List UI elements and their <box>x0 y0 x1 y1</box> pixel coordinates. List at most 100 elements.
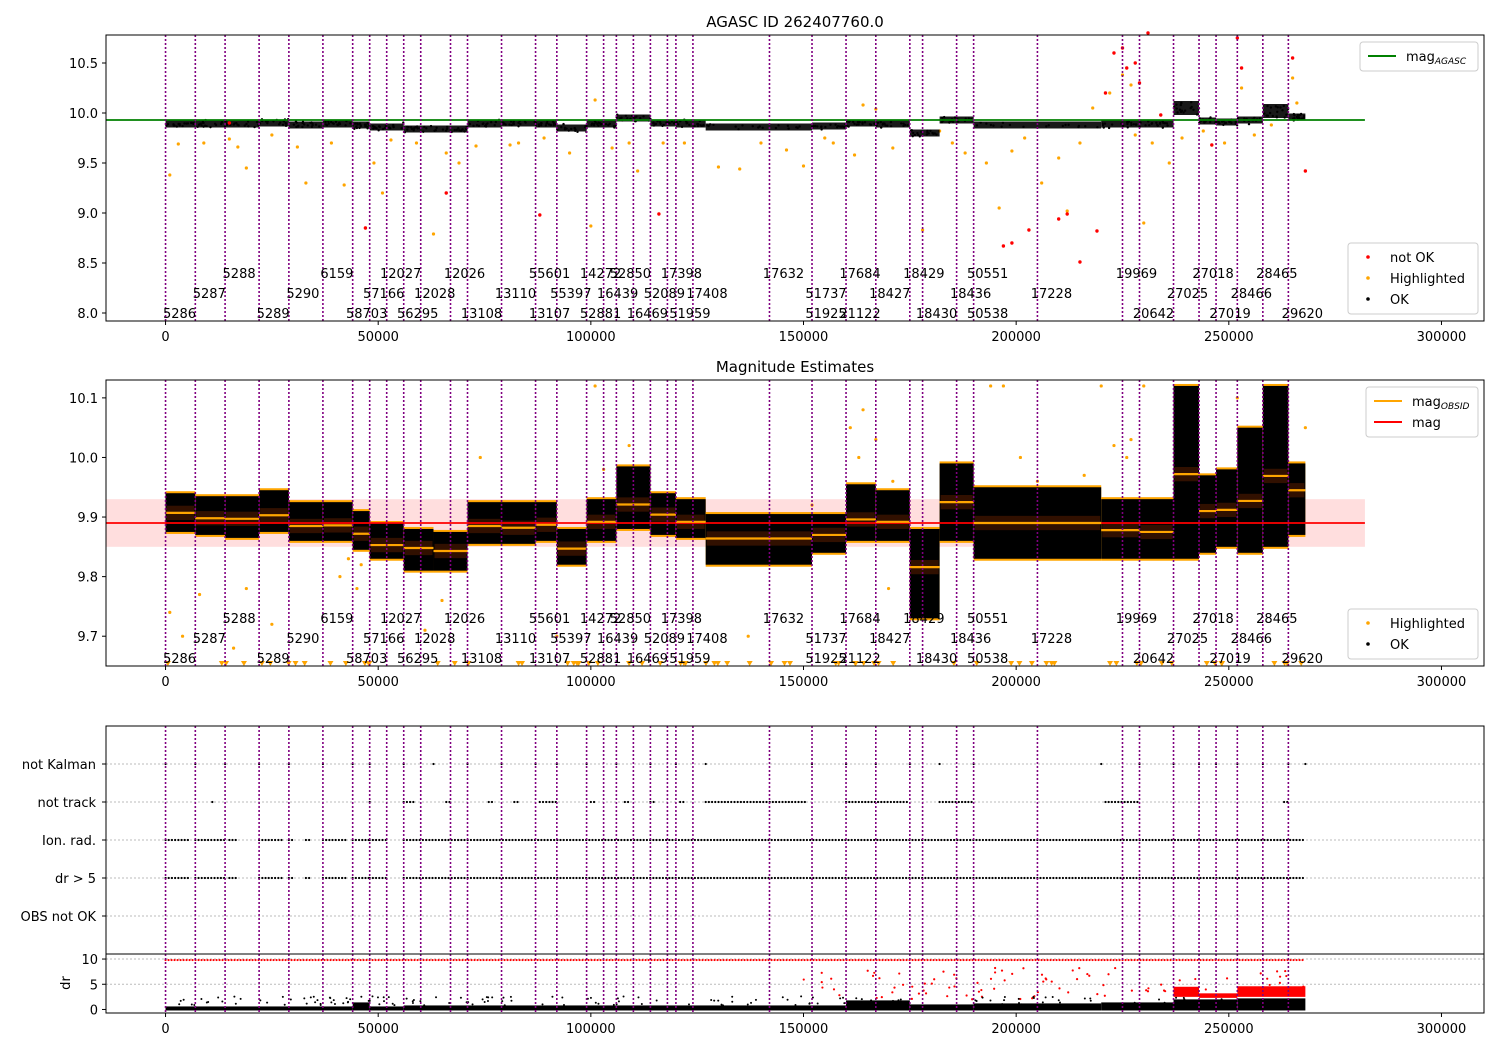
flag-point <box>1100 838 1103 842</box>
out-of-range-marker <box>258 661 265 666</box>
flag-point <box>337 876 341 880</box>
flag-point <box>1279 838 1282 842</box>
flag-point <box>543 876 546 880</box>
dr-red-point <box>1166 958 1169 962</box>
flag-point <box>815 876 818 880</box>
flag-point <box>870 800 873 804</box>
dr-red-point <box>524 958 527 962</box>
obsid-label: 58703 <box>346 652 387 667</box>
flag-point <box>761 838 764 842</box>
dr-ok-point <box>368 999 371 1002</box>
flag-point <box>453 838 457 842</box>
legend-label: Highlighted <box>1390 617 1465 632</box>
ok-point <box>556 128 559 131</box>
flag-point <box>457 838 460 842</box>
dr-red-point <box>976 981 979 984</box>
flag-point <box>331 838 334 842</box>
flag-point <box>867 800 870 804</box>
dr-red-point <box>983 958 986 962</box>
flag-point <box>1177 838 1180 842</box>
dr-red-point <box>977 990 981 993</box>
dr-red-point <box>269 958 272 962</box>
dr-red-point <box>779 958 782 962</box>
ok-point <box>951 120 955 124</box>
flag-point <box>1161 838 1164 842</box>
flag-point <box>207 838 210 842</box>
ok-point <box>706 124 709 127</box>
out-of-range-marker <box>1137 661 1144 666</box>
agasc-frame <box>105 34 1485 322</box>
flag-point <box>693 838 697 842</box>
highlight-point <box>231 646 236 650</box>
flag-point <box>601 876 604 880</box>
dr-red-point <box>458 958 461 962</box>
ok-point <box>510 123 513 127</box>
flag-point <box>873 876 876 880</box>
ok-point <box>349 122 352 125</box>
dr-ok-point <box>860 998 863 1001</box>
dr-ok-point <box>1243 1002 1246 1005</box>
flag-point <box>626 838 629 842</box>
flag-point <box>1090 876 1093 880</box>
flag-point <box>655 838 658 842</box>
flag-point <box>219 838 223 842</box>
flag-point <box>1087 876 1090 880</box>
flag-point <box>479 838 482 842</box>
flag-point <box>732 876 735 880</box>
ok-point <box>777 124 780 127</box>
flag-point <box>682 800 685 804</box>
ok-point <box>1176 111 1179 114</box>
dr-red-point <box>485 958 488 962</box>
ok-point <box>757 126 760 129</box>
flag-point <box>328 876 331 880</box>
flag-point <box>720 800 723 804</box>
ok-point <box>381 128 385 131</box>
dr-ok-point <box>509 995 512 998</box>
ok-point <box>463 130 466 133</box>
dr-red-point <box>659 958 662 962</box>
ok-point <box>1102 126 1105 129</box>
ok-point <box>1163 122 1167 125</box>
chart-title: AGASC ID 262407760.0 <box>706 13 884 31</box>
ok-point <box>1132 123 1136 126</box>
flag-point <box>415 838 418 842</box>
flag-point <box>381 838 384 842</box>
y-tick-label: 9.5 <box>77 157 98 172</box>
dr-red-point <box>880 995 883 999</box>
dr-red-point <box>1169 958 1172 962</box>
dr-red-point <box>1285 974 1288 978</box>
dr-red-point <box>857 958 860 962</box>
ok-point <box>1266 104 1269 108</box>
out-of-range-marker <box>682 661 689 666</box>
flag-point <box>562 838 565 842</box>
flag-point <box>371 876 374 880</box>
flag-point <box>521 838 524 842</box>
ok-point <box>1234 120 1237 124</box>
dr-red-point <box>527 958 530 962</box>
dr-red-point <box>1070 958 1073 962</box>
flag-point <box>546 876 549 880</box>
flag-point <box>559 876 562 880</box>
dr-red-point <box>239 958 242 962</box>
obsid-label: 12027 <box>380 612 421 627</box>
y-tick-label: 10.1 <box>69 392 98 407</box>
flag-point <box>853 876 857 880</box>
flag-point <box>652 800 655 804</box>
estimates-panel: Magnitude Estimates528652875288528952906… <box>69 358 1485 690</box>
dr-red-point <box>1208 958 1211 962</box>
highlight-point <box>1057 156 1061 160</box>
flag-point <box>661 876 665 880</box>
dr-ok-point <box>345 997 348 1000</box>
dr-red-point <box>1244 958 1247 962</box>
flag-point <box>1266 838 1269 842</box>
flag-point <box>809 876 812 880</box>
legend-label-sub: OBSID <box>1441 402 1470 412</box>
highlight-point <box>627 443 631 448</box>
dr-red-point <box>170 958 173 962</box>
dr-red-point <box>281 958 284 962</box>
flag-point <box>364 838 367 842</box>
flag-point <box>645 876 649 880</box>
dr-ok-point <box>989 999 992 1002</box>
dr-red-point <box>176 958 179 962</box>
flag-point <box>719 876 722 880</box>
